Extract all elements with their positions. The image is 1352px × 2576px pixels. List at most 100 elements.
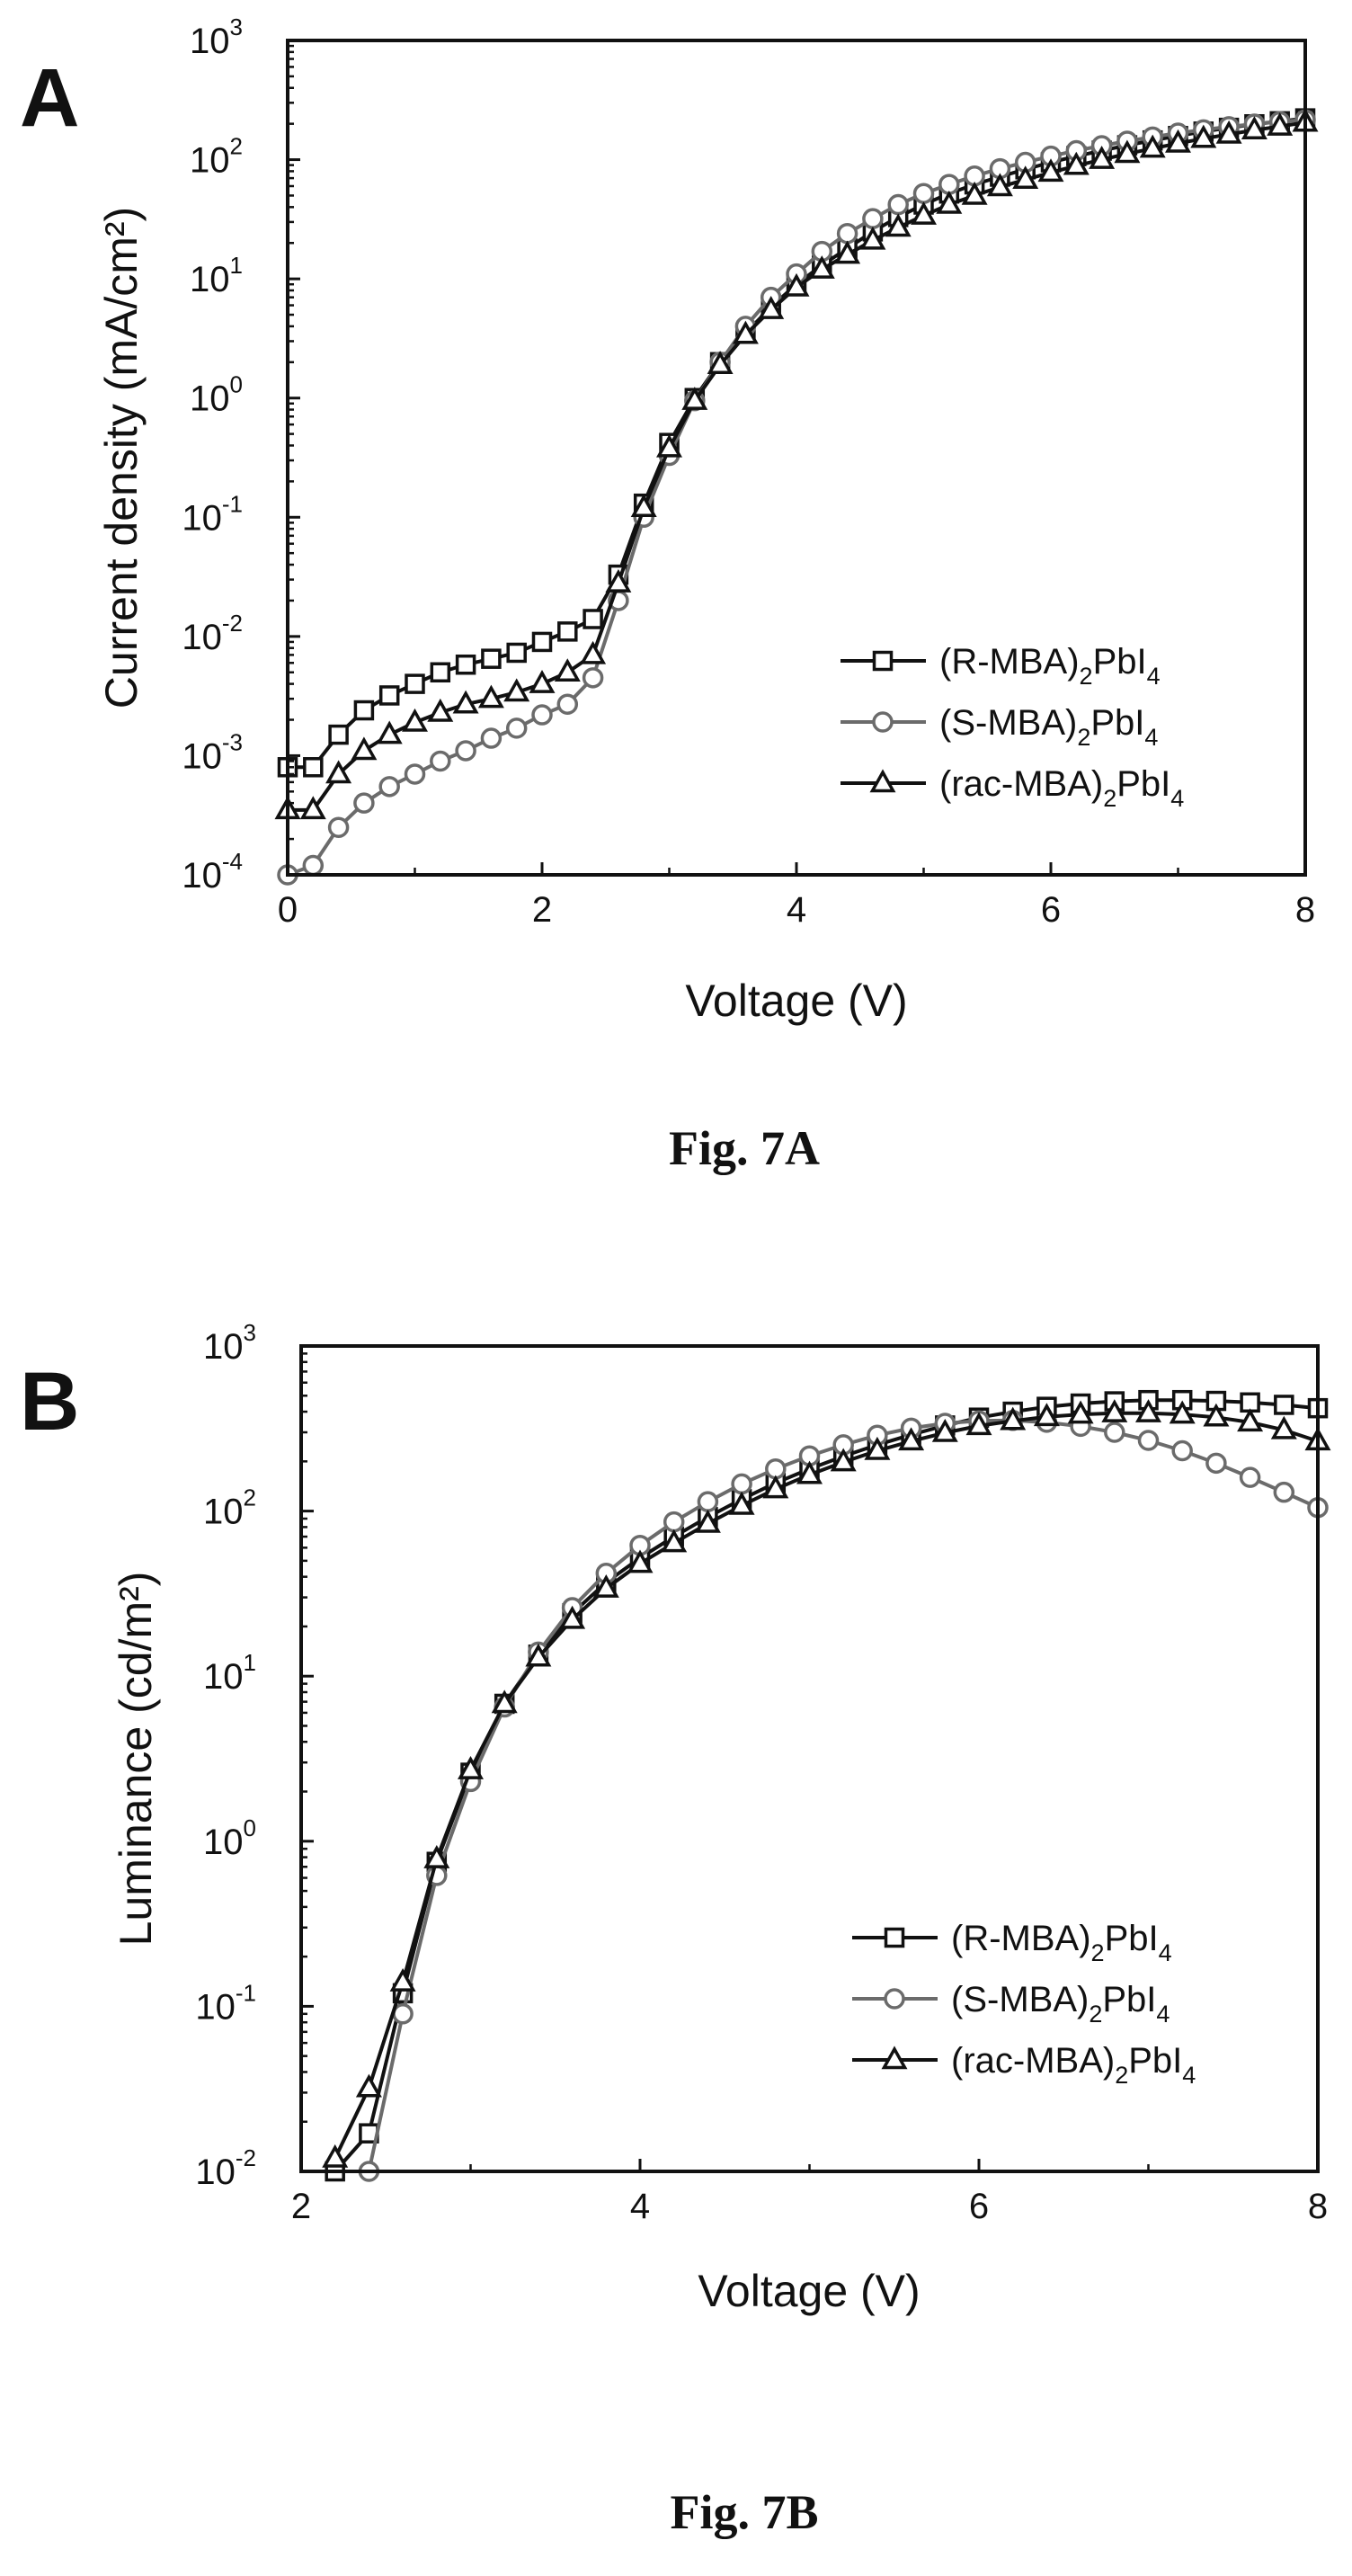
data-point-circle (731, 1473, 752, 1495)
data-point-circle (1273, 1481, 1295, 1503)
y-tick-label: 10-1 (182, 490, 243, 538)
data-point-circle (404, 763, 426, 785)
data-point-triangle (936, 190, 963, 214)
x-tick-label: 6 (1041, 890, 1061, 930)
data-point-triangle (758, 295, 785, 319)
data-point-square (506, 642, 527, 664)
legend-label: (rac-MBA)2PbI4 (939, 764, 1184, 812)
y-tick-label: 10-4 (182, 848, 243, 896)
data-point-triangle (1000, 1406, 1027, 1431)
legend-label: (R-MBA)2PbI4 (939, 642, 1161, 690)
data-point-triangle (351, 736, 378, 761)
data-point-circle (697, 1491, 719, 1512)
panel-b-x-tick-labels: 2 4 6 8 (291, 2159, 1328, 2226)
y-tick-label: 100 (203, 1814, 256, 1862)
legend-label: (S-MBA)2PbI4 (939, 703, 1158, 751)
legend-item-circle: (S-MBA)2PbI4 (841, 703, 1158, 751)
data-point-circle (480, 727, 503, 749)
data-point-triangle (694, 1509, 721, 1533)
panel-b-letter: B (20, 1356, 79, 1448)
data-point-triangle (529, 670, 556, 693)
data-point-triangle (402, 708, 428, 732)
data-point-square (430, 662, 451, 683)
data-point-triangle (423, 1845, 450, 1868)
data-point-triangle (762, 1475, 789, 1499)
data-point-triangle (661, 1529, 688, 1553)
data-point-triangle (325, 760, 352, 784)
data-point-circle (302, 854, 325, 877)
data-point-triangle (681, 387, 708, 410)
data-point-triangle (299, 796, 326, 820)
panel-b-y-axis-title: Luminance (cd/m²) (111, 1572, 161, 1947)
y-tick-label: 10-2 (182, 610, 243, 657)
x-tick-label: 2 (532, 890, 552, 930)
data-point-triangle (1037, 158, 1064, 183)
data-point-triangle (1063, 151, 1090, 175)
legend-marker-triangle (869, 769, 896, 793)
data-point-triangle (376, 720, 403, 744)
legend-marker-triangle (881, 2046, 908, 2070)
data-point-triangle (525, 1643, 552, 1667)
y-tick-label: 10-3 (182, 728, 243, 776)
data-point-triangle (1215, 120, 1242, 144)
data-point-square (557, 621, 578, 642)
panel-a-plot-area (274, 108, 1319, 886)
data-point-triangle (1267, 112, 1294, 136)
y-tick-label: 10-1 (195, 1979, 256, 2027)
data-point-triangle (1237, 1408, 1264, 1432)
data-point-triangle (580, 640, 607, 664)
data-point-triangle (911, 201, 937, 225)
data-point-triangle (605, 568, 632, 593)
data-point-triangle (1241, 116, 1268, 139)
data-point-triangle (1101, 1399, 1128, 1422)
data-point-triangle (491, 1689, 518, 1714)
x-tick-label: 4 (787, 890, 806, 930)
panel-b-y-tick-labels: 10-2 10-1 100 101 102 103 (195, 1319, 314, 2192)
data-point-triangle (898, 1427, 925, 1451)
x-tick-label: 4 (630, 2187, 650, 2226)
data-point-triangle (830, 1448, 857, 1472)
x-tick-label: 0 (278, 890, 298, 930)
data-point-triangle (458, 1756, 484, 1779)
data-point-triangle (452, 690, 479, 714)
data-point-square (1274, 1395, 1294, 1415)
x-tick-label: 2 (291, 2187, 311, 2226)
data-point-circle (556, 693, 579, 715)
data-point-triangle (783, 272, 810, 297)
data-point-triangle (477, 684, 504, 709)
data-point-triangle (1114, 139, 1141, 164)
legend-item-triangle: (rac-MBA)2PbI4 (852, 2041, 1196, 2089)
data-point-triangle (1165, 129, 1191, 153)
legend-marker-square (872, 650, 894, 672)
panel-a-x-axis-title: Voltage (V) (685, 976, 907, 1026)
data-point-triangle (592, 1574, 619, 1598)
data-point-triangle (1270, 1415, 1297, 1440)
data-point-circle (582, 667, 604, 689)
data-point-triangle (1012, 165, 1039, 190)
legend-item-square: (R-MBA)2PbI4 (841, 642, 1161, 690)
panel-a-caption: Fig. 7A (669, 1121, 820, 1175)
y-tick-label: 100 (190, 371, 243, 419)
data-point-triangle (859, 226, 886, 250)
data-point-square (405, 673, 425, 694)
data-point-circle (531, 704, 553, 726)
data-point-triangle (355, 2073, 382, 2098)
data-point-circle (378, 776, 400, 798)
data-point-triangle (1067, 1400, 1094, 1424)
panel-b-caption: Fig. 7B (670, 2485, 818, 2539)
data-point-circle (912, 183, 935, 204)
data-point-triangle (707, 351, 734, 375)
panel-b-plot-area (322, 1389, 1331, 2182)
data-point-triangle (728, 1491, 755, 1515)
legend-item-triangle: (rac-MBA)2PbI4 (841, 764, 1184, 812)
panel-a-y-tick-labels: 10-4 10-3 10-2 10-1 100 101 102 103 (182, 13, 300, 896)
data-point-square (303, 757, 324, 778)
data-point-triangle (554, 658, 581, 682)
panel-a-x-tick-labels: 0 2 4 6 8 (278, 862, 1315, 930)
y-tick-label: 103 (203, 1319, 256, 1367)
data-point-triangle (796, 1460, 823, 1484)
series-triangle (274, 108, 1319, 820)
data-point-triangle (559, 1605, 586, 1629)
